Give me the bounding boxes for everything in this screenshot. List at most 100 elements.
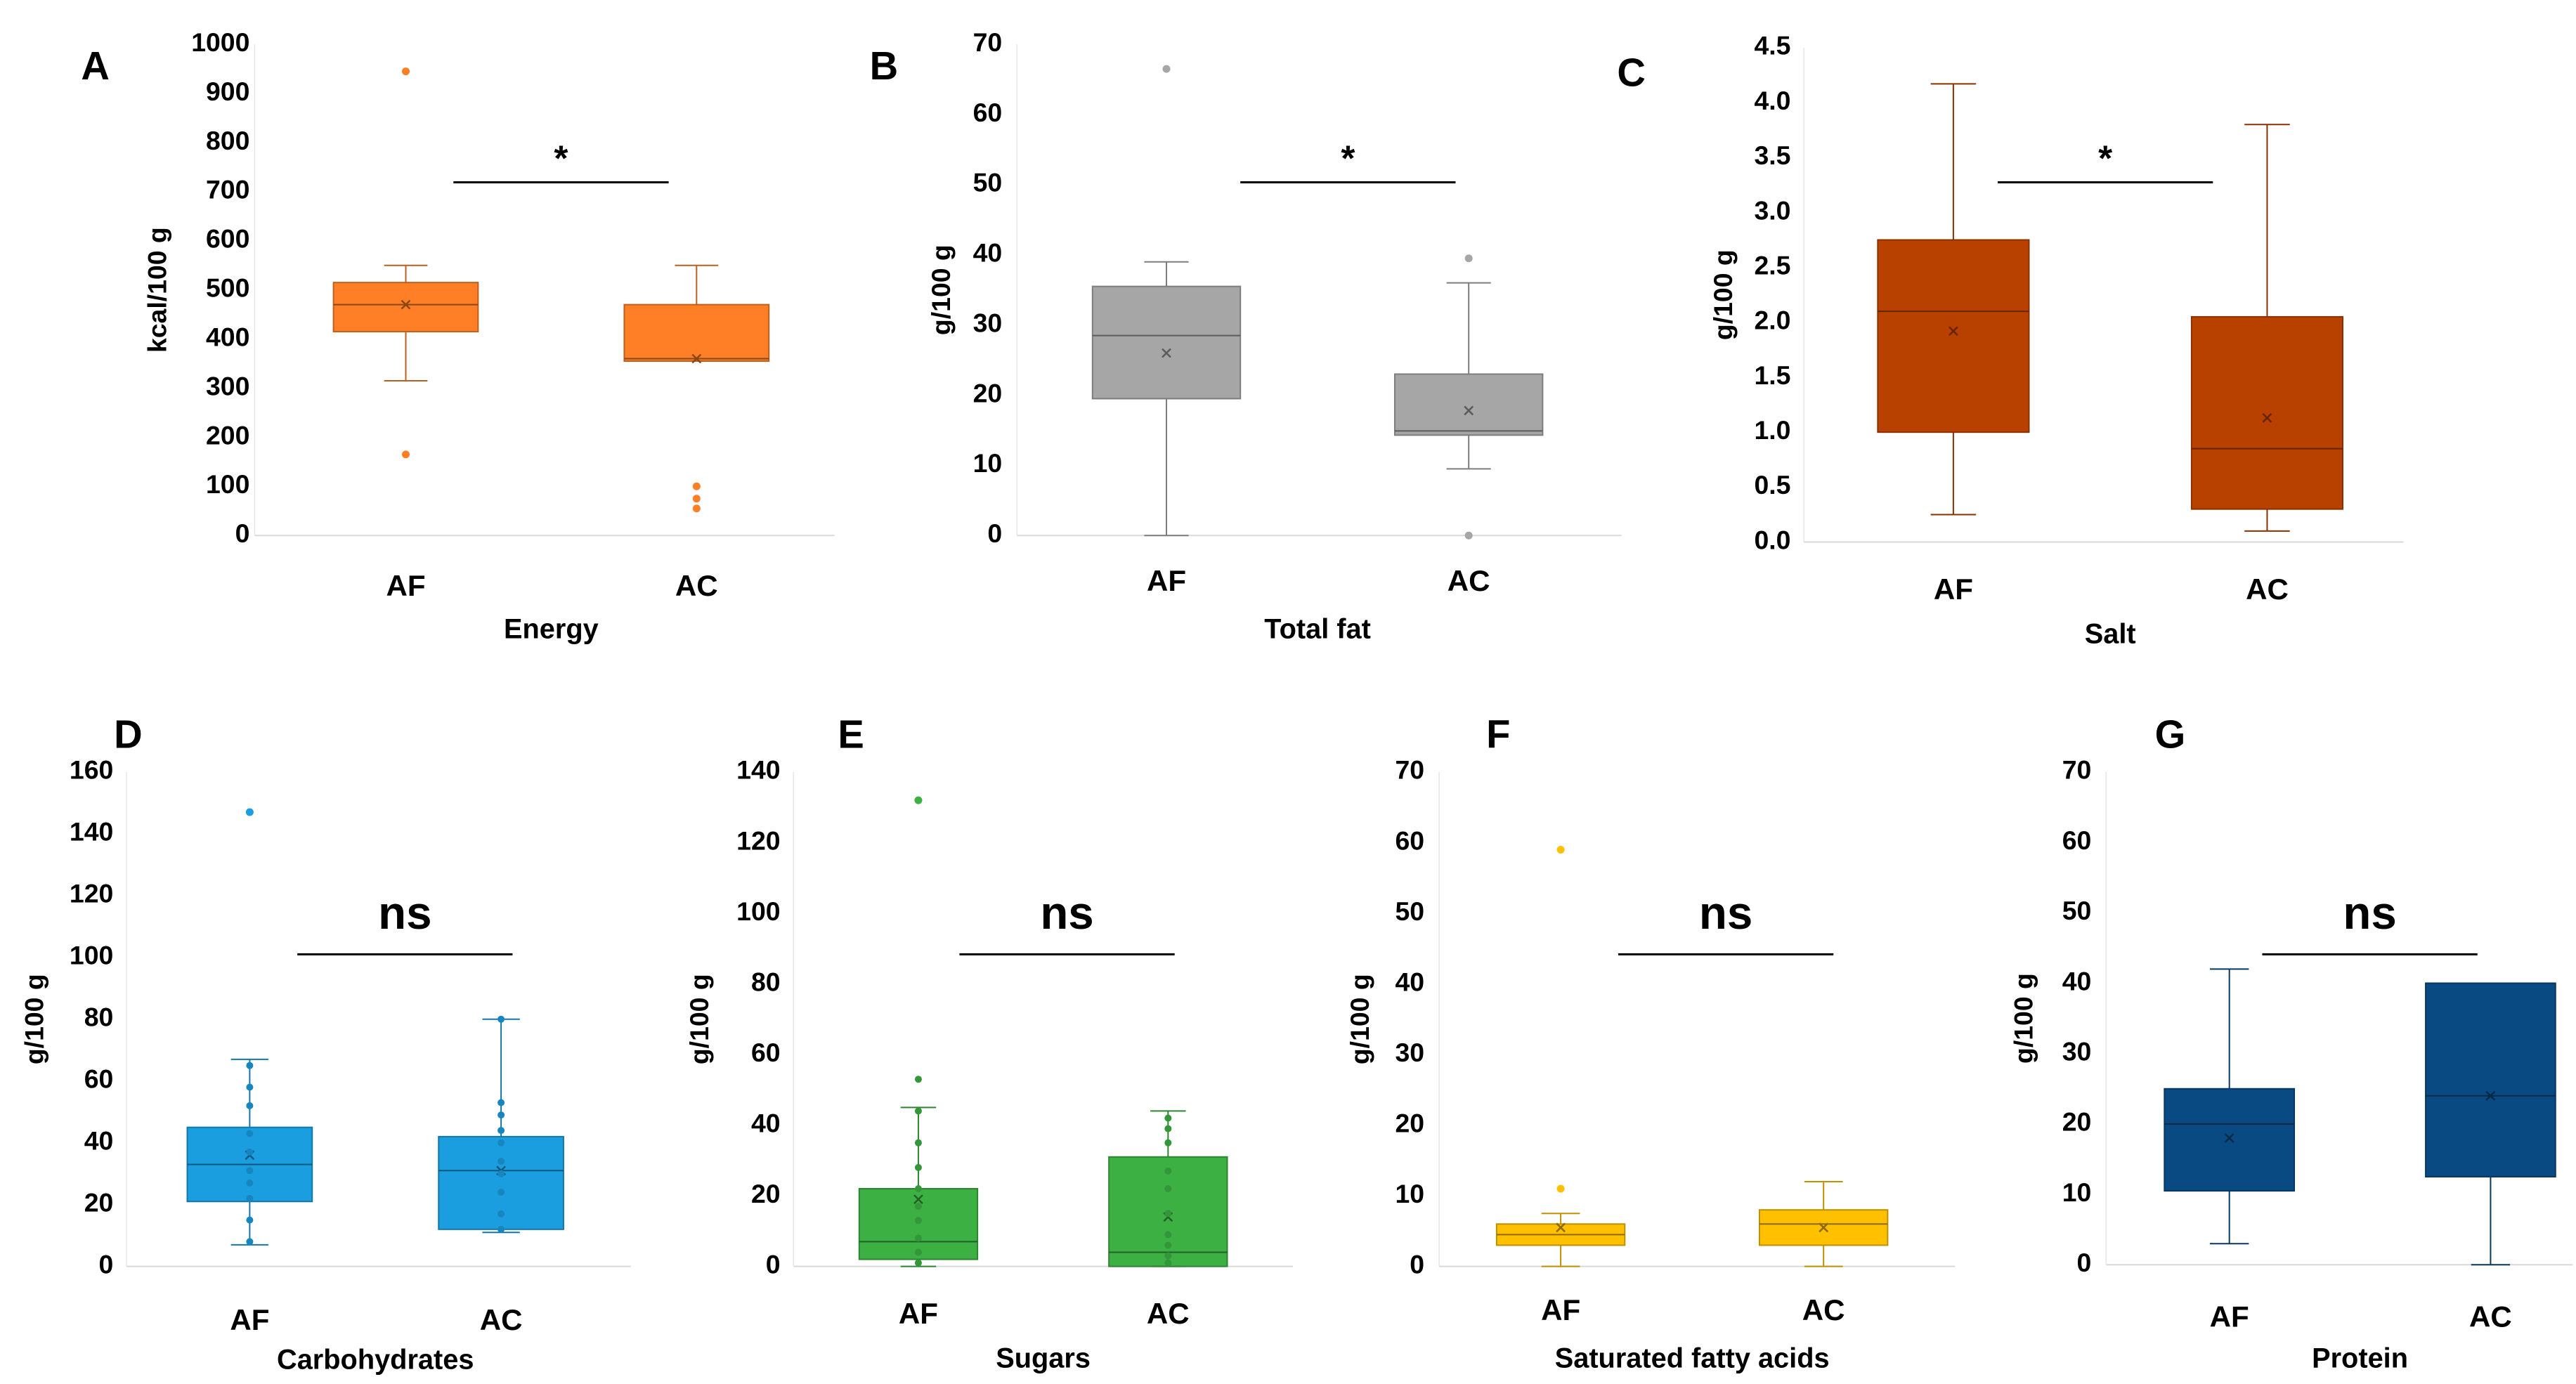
box-f-ac: AC <box>1759 1180 1889 1326</box>
mean-marker <box>1819 1222 1829 1233</box>
data-point <box>914 1248 922 1256</box>
y-tick-label-a: 300 <box>206 371 249 400</box>
y-tick-label-a: 500 <box>206 273 249 303</box>
y-tick-label-d: 120 <box>70 879 113 908</box>
box-iqr <box>2164 1088 2296 1192</box>
data-point <box>1164 1241 1172 1249</box>
y-tick-label-f: 30 <box>1395 1038 1424 1067</box>
x-tick-label-a-ac: AC <box>675 569 718 602</box>
data-point <box>1164 1231 1172 1239</box>
x-tick-label-b-ac: AC <box>1448 564 1490 597</box>
y-tick-label-a: 200 <box>206 420 249 450</box>
data-point <box>246 1194 254 1202</box>
y-tick-label-a: 600 <box>206 224 249 254</box>
y-tick-label-e: 60 <box>751 1038 781 1067</box>
y-tick-label-c: 1.0 <box>1754 415 1790 445</box>
box-g-ac: AC <box>2425 982 2556 1333</box>
data-point <box>914 1185 922 1193</box>
box-c-af: AF <box>1877 83 2030 606</box>
significance-label-e: ns <box>1040 887 1093 939</box>
data-point <box>914 1107 922 1115</box>
y-tick-label-b: 30 <box>973 308 1003 337</box>
data-point <box>497 1170 505 1177</box>
box-iqr <box>332 282 479 333</box>
mean-marker <box>1162 348 1171 358</box>
box-iqr <box>2425 982 2556 1178</box>
panel-f: F 0 10 20 30 40 50 60 70 g/100 g Saturated fatty a… <box>1345 712 1956 1373</box>
y-tick-label-f: 20 <box>1395 1108 1424 1137</box>
mean-marker <box>2262 412 2272 423</box>
y-tick-label-e: 80 <box>751 967 781 996</box>
y-tick-label-b: 70 <box>973 27 1003 57</box>
data-point <box>914 1139 922 1147</box>
y-tick-label-d: 160 <box>70 755 113 785</box>
panel-label-d: D <box>114 712 143 757</box>
box-c-ac: AC <box>2190 124 2344 606</box>
data-point <box>1164 1114 1172 1122</box>
x-tick-label-e-ac: AC <box>1147 1297 1190 1330</box>
data-point <box>914 1217 922 1225</box>
y-tick-label-a: 100 <box>206 469 249 499</box>
y-tick-label-g: 40 <box>2062 966 2092 995</box>
y-tick-label-d: 40 <box>84 1126 114 1156</box>
y-tick-label-e: 120 <box>736 825 780 855</box>
outlier-point <box>1556 845 1565 854</box>
significance-label-a: * <box>554 138 568 178</box>
y-tick-label-a: 900 <box>206 77 249 106</box>
y-tick-label-b: 20 <box>973 378 1003 407</box>
data-point <box>246 1148 254 1156</box>
data-point <box>914 1203 922 1210</box>
panel-label-e: E <box>838 712 864 757</box>
y-axis-label-f: g/100 g <box>1345 974 1374 1064</box>
mean-marker <box>1949 326 1958 337</box>
box-d-ac: AC <box>438 1015 564 1336</box>
data-point <box>497 1127 505 1135</box>
data-point <box>1164 1125 1172 1132</box>
data-point <box>914 1163 922 1171</box>
mean-marker <box>2224 1133 2235 1143</box>
significance-label-c: * <box>2098 138 2112 178</box>
outlier-point <box>692 504 701 513</box>
y-axis-label-e: g/100 g <box>684 974 714 1064</box>
box-a-af: AF <box>332 67 479 602</box>
y-tick-label-g: 70 <box>2062 755 2092 785</box>
y-tick-label-e: 140 <box>736 755 780 785</box>
y-axis-label-c: g/100 g <box>1708 249 1738 340</box>
data-point <box>497 1139 505 1147</box>
data-point <box>246 1083 254 1091</box>
y-tick-label-b: 10 <box>973 448 1003 478</box>
y-tick-label-e: 100 <box>736 896 780 926</box>
y-tick-label-b: 0 <box>987 518 1002 548</box>
x-axis-label-e: Sugars <box>996 1343 1091 1373</box>
x-axis-label-g: Protein <box>2312 1343 2408 1373</box>
data-point <box>497 1099 505 1106</box>
data-point <box>497 1225 505 1233</box>
significance-label-b: * <box>1341 138 1355 178</box>
x-tick-label-d-af: AF <box>230 1303 269 1336</box>
box-b-af: AF <box>1091 65 1242 597</box>
box-iqr <box>1091 285 1242 400</box>
y-tick-label-f: 40 <box>1395 967 1424 996</box>
panel-label-b: B <box>870 44 899 88</box>
data-point <box>1164 1167 1172 1175</box>
y-tick-label-a: 400 <box>206 322 249 351</box>
y-tick-label-a: 700 <box>206 175 249 204</box>
x-tick-label-e-af: AF <box>899 1297 938 1330</box>
panel-c: C 0.0 0.5 1.0 1.5 2.0 2.5 3.0 3.5 4.0 4.5 g/100 g Sa… <box>1617 31 2404 649</box>
outlier-point <box>1556 1184 1565 1193</box>
y-tick-label-g: 20 <box>2062 1107 2092 1137</box>
y-tick-label-c: 0.5 <box>1754 470 1790 500</box>
y-axis-label-b: g/100 g <box>926 244 956 335</box>
y-tick-label-a: 0 <box>235 518 250 548</box>
data-point <box>914 1076 922 1083</box>
mean-marker <box>691 353 702 364</box>
x-axis-label-c: Salt <box>2085 618 2136 649</box>
panel-e: E 0 20 40 60 80 100 120 140 g/100 g Sugars AF AC ns <box>684 712 1294 1373</box>
y-axis-label-a: kcal/100 g <box>143 227 172 353</box>
y-tick-label-g: 60 <box>2062 825 2092 855</box>
mean-marker <box>2485 1090 2496 1101</box>
panel-label-g: G <box>2155 712 2186 757</box>
y-tick-label-b: 40 <box>973 238 1003 268</box>
box-iqr <box>2190 315 2344 510</box>
outlier-point <box>1464 531 1473 540</box>
